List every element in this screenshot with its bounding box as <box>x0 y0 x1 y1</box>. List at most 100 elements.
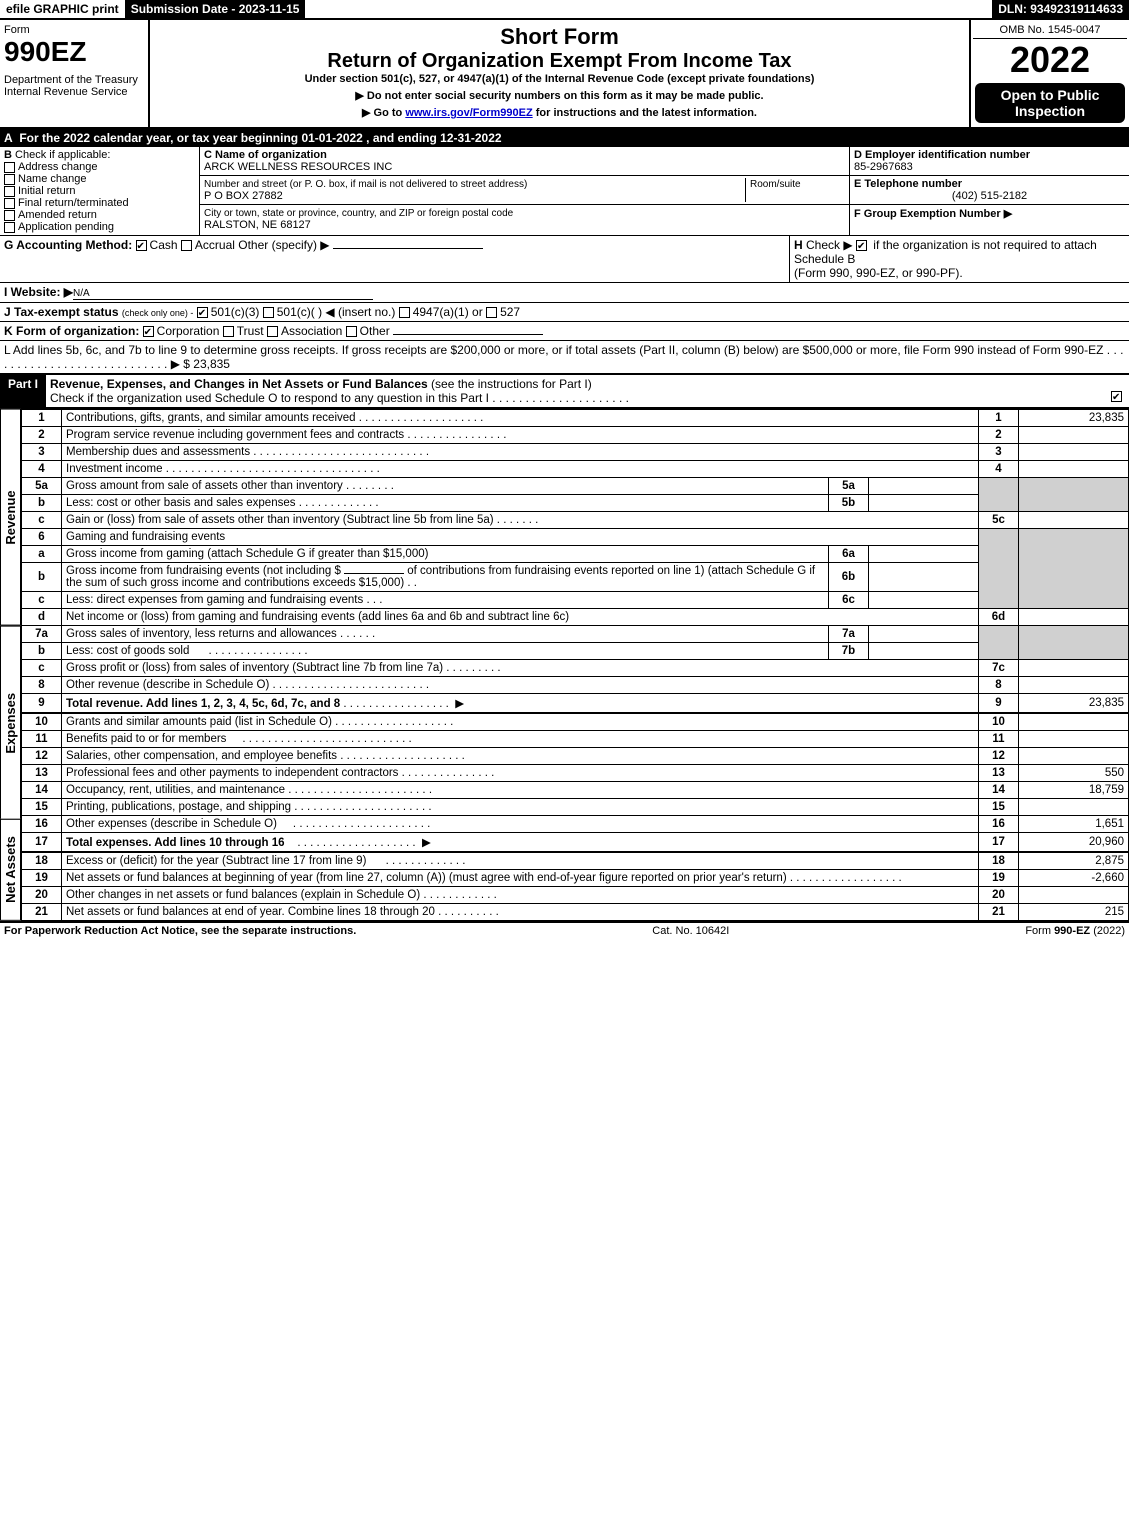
part-i-label: Part I <box>0 375 46 407</box>
row-6a: aGross income from gaming (attach Schedu… <box>22 546 1129 563</box>
row-20: 20Other changes in net assets or fund ba… <box>22 887 1129 904</box>
expenses-label: Expenses <box>0 626 21 820</box>
f-group-label: F Group Exemption Number <box>854 208 1001 220</box>
part-i-header: Part I Revenue, Expenses, and Changes in… <box>0 375 1129 409</box>
main-title: Return of Organization Exempt From Incom… <box>154 50 965 73</box>
l-text: L Add lines 5b, 6c, and 7b to line 9 to … <box>4 343 1103 357</box>
short-form-title: Short Form <box>154 24 965 50</box>
street-label: Number and street (or P. O. box, if mail… <box>204 179 527 190</box>
4947-check[interactable] <box>399 307 410 318</box>
city-label: City or town, state or province, country… <box>204 208 513 219</box>
dept-treasury: Department of the Treasury <box>4 74 144 86</box>
h-label: H <box>794 238 803 252</box>
app-pending-check[interactable] <box>4 222 15 233</box>
line-l: L Add lines 5b, 6c, and 7b to line 9 to … <box>0 341 1129 375</box>
line-g-h: G Accounting Method: Cash Accrual Other … <box>0 236 1129 283</box>
row-7a: 7aGross sales of inventory, less returns… <box>22 626 1129 643</box>
row-2: 2Program service revenue including gover… <box>22 427 1129 444</box>
501c-check[interactable] <box>263 307 274 318</box>
subtitle: Under section 501(c), 527, or 4947(a)(1)… <box>154 73 965 85</box>
other-check[interactable] <box>346 326 357 337</box>
amended-return-check[interactable] <box>4 210 15 221</box>
527-check[interactable] <box>486 307 497 318</box>
check-applicable: Check if applicable: <box>15 149 110 161</box>
submission-date: Submission Date - 2023-11-15 <box>125 0 306 18</box>
revenue-label: Revenue <box>0 409 21 626</box>
dln: DLN: 93492319114633 <box>992 0 1129 18</box>
row-18: 18Excess or (deficit) for the year (Subt… <box>22 852 1129 870</box>
accrual-check[interactable] <box>181 240 192 251</box>
j-label: J Tax-exempt status <box>4 305 119 319</box>
omb-number: OMB No. 1545-0047 <box>973 22 1127 39</box>
street: P O BOX 27882 <box>204 190 283 202</box>
ssn-note: ▶ Do not enter social security numbers o… <box>154 89 965 102</box>
phone: (402) 515-2182 <box>854 190 1125 202</box>
l-amount: $ 23,835 <box>183 357 230 371</box>
footer-form: Form 990-EZ (2022) <box>1025 925 1125 937</box>
city: RALSTON, NE 68127 <box>204 219 311 231</box>
row-8: 8Other revenue (describe in Schedule O) … <box>22 677 1129 694</box>
final-return-check[interactable] <box>4 198 15 209</box>
cash-check[interactable] <box>136 240 147 251</box>
g-label: G Accounting Method: <box>4 238 132 252</box>
e-phone-label: E Telephone number <box>854 178 962 190</box>
row-6c: cLess: direct expenses from gaming and f… <box>22 592 1129 609</box>
corp-check[interactable] <box>143 326 154 337</box>
row-7c: cGross profit or (loss) from sales of in… <box>22 660 1129 677</box>
form-header: Form 990EZ Department of the Treasury In… <box>0 20 1129 129</box>
h-check[interactable] <box>856 240 867 251</box>
row-17: 17Total expenses. Add lines 10 through 1… <box>22 833 1129 853</box>
row-3: 3Membership dues and assessments . . . .… <box>22 444 1129 461</box>
address-block: B Check if applicable: Address change Na… <box>0 147 1129 236</box>
501c3-check[interactable] <box>197 307 208 318</box>
line-j: J Tax-exempt status (check only one) - 5… <box>0 303 1129 322</box>
part-i-title: Revenue, Expenses, and Changes in Net As… <box>50 377 428 391</box>
netassets-label: Net Assets <box>0 819 21 921</box>
form-word: Form <box>4 24 144 36</box>
row-6: 6Gaming and fundraising events <box>22 529 1129 546</box>
irs-link[interactable]: www.irs.gov/Form990EZ <box>405 107 532 119</box>
part-i-check-line: Check if the organization used Schedule … <box>50 391 489 405</box>
addr-change-check[interactable] <box>4 162 15 173</box>
f-arrow-icon: ▶ <box>1004 208 1012 220</box>
row-15: 15Printing, publications, postage, and s… <box>22 799 1129 816</box>
trust-check[interactable] <box>223 326 234 337</box>
top-bar: efile GRAPHIC print Submission Date - 20… <box>0 0 1129 20</box>
row-5b: bLess: cost or other basis and sales exp… <box>22 495 1129 512</box>
assoc-check[interactable] <box>267 326 278 337</box>
row-7b: bLess: cost of goods sold . . . . . . . … <box>22 643 1129 660</box>
row-6d: dNet income or (loss) from gaming and fu… <box>22 609 1129 626</box>
cat-no: Cat. No. 10642I <box>652 925 729 937</box>
efile-label[interactable]: efile GRAPHIC print <box>0 0 125 18</box>
initial-return-check[interactable] <box>4 186 15 197</box>
main-table-wrap: Revenue Expenses Net Assets 1Contributio… <box>0 409 1129 921</box>
irs-label: Internal Revenue Service <box>4 86 144 98</box>
row-21: 21Net assets or fund balances at end of … <box>22 904 1129 921</box>
org-name: ARCK WELLNESS RESOURCES INC <box>204 161 392 173</box>
room-label: Room/suite <box>750 179 801 190</box>
row-9: 9Total revenue. Add lines 1, 2, 3, 4, 5c… <box>22 694 1129 714</box>
row-4: 4Investment income . . . . . . . . . . .… <box>22 461 1129 478</box>
ein: 85-2967683 <box>854 161 913 173</box>
row-19: 19Net assets or fund balances at beginni… <box>22 870 1129 887</box>
row-16: 16Other expenses (describe in Schedule O… <box>22 816 1129 833</box>
name-change-check[interactable] <box>4 174 15 185</box>
row-6b: bGross income from fundraising events (n… <box>22 563 1129 592</box>
paperwork-notice: For Paperwork Reduction Act Notice, see … <box>4 925 356 937</box>
d-ein-label: D Employer identification number <box>854 149 1030 161</box>
row-14: 14Occupancy, rent, utilities, and mainte… <box>22 782 1129 799</box>
open-public: Open to Public Inspection <box>975 83 1125 123</box>
row-10: 10Grants and similar amounts paid (list … <box>22 713 1129 731</box>
row-5c: cGain or (loss) from sale of assets othe… <box>22 512 1129 529</box>
form-number: 990EZ <box>4 36 144 68</box>
row-12: 12Salaries, other compensation, and empl… <box>22 748 1129 765</box>
tax-year: 2022 <box>973 39 1127 81</box>
c-label: C Name of organization <box>204 149 327 161</box>
website-value: N/A <box>73 288 90 299</box>
main-table: 1Contributions, gifts, grants, and simil… <box>21 409 1129 921</box>
row-11: 11Benefits paid to or for members . . . … <box>22 731 1129 748</box>
schedule-o-check[interactable] <box>1111 391 1122 402</box>
row-1: 1Contributions, gifts, grants, and simil… <box>22 410 1129 427</box>
line-i: I Website: ▶N/A <box>0 283 1129 303</box>
i-label: I Website: ▶ <box>4 285 73 299</box>
